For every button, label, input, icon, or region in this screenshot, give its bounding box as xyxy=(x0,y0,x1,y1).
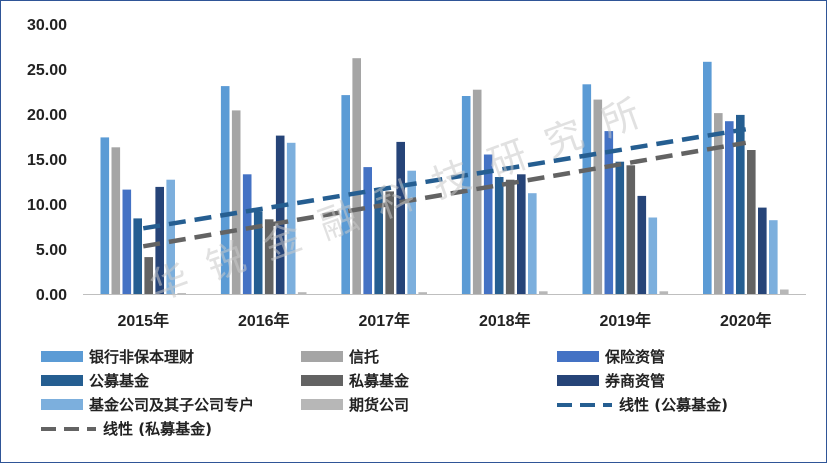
bar xyxy=(253,211,263,294)
bar xyxy=(407,170,416,294)
bar xyxy=(472,89,482,294)
legend-swatch xyxy=(301,399,343,410)
legend-label: 私募基金 xyxy=(348,372,410,390)
bar xyxy=(341,95,350,294)
x-tick-label: 2015年 xyxy=(117,311,169,330)
bar xyxy=(494,177,504,294)
y-tick-label: 20.00 xyxy=(27,107,67,124)
bar xyxy=(517,174,526,294)
bar xyxy=(736,114,745,295)
bar xyxy=(780,289,789,294)
bar xyxy=(297,292,307,294)
legend-label: 公募基金 xyxy=(89,372,150,390)
bar xyxy=(220,86,230,294)
legend-label: 信托 xyxy=(349,348,379,366)
legend-label: 基金公司及其子公司专户 xyxy=(88,396,254,414)
legend-label: 线性 (公募基金) xyxy=(619,396,728,414)
bar xyxy=(593,99,603,294)
bar xyxy=(385,191,394,294)
bar xyxy=(747,150,756,294)
x-tick-label: 2019年 xyxy=(599,311,651,330)
bar xyxy=(111,147,121,294)
bar xyxy=(648,217,658,294)
legend-label: 银行非保本理财 xyxy=(89,348,194,366)
bar xyxy=(363,167,372,294)
bar xyxy=(231,110,241,295)
legend-swatch xyxy=(557,351,599,362)
bar xyxy=(725,121,734,294)
bar xyxy=(505,179,515,294)
y-tick-label: 10.00 xyxy=(27,197,67,214)
bar xyxy=(615,161,625,294)
x-tick-label: 2020年 xyxy=(720,311,772,330)
y-tick-label: 15.00 xyxy=(27,152,67,169)
legend-swatch xyxy=(301,351,343,362)
bar xyxy=(461,96,471,294)
bar xyxy=(264,219,274,294)
legend-swatch xyxy=(41,375,83,386)
x-tick-label: 2016年 xyxy=(238,311,290,330)
bar xyxy=(714,113,723,294)
trendline xyxy=(142,127,747,231)
bar xyxy=(539,291,548,294)
legend-label: 保险资管 xyxy=(604,348,665,366)
bar xyxy=(155,186,164,294)
y-tick-label: 25.00 xyxy=(27,62,67,79)
bar xyxy=(659,291,669,294)
trendline xyxy=(142,140,747,249)
bar xyxy=(177,293,186,294)
bar xyxy=(275,135,285,294)
bar xyxy=(528,193,537,294)
bar xyxy=(604,131,614,294)
bar xyxy=(582,84,592,294)
legend-swatch xyxy=(41,351,83,362)
bar xyxy=(703,61,712,294)
y-tick-label: 0.00 xyxy=(36,287,67,304)
bar xyxy=(637,195,647,294)
bar xyxy=(133,218,142,294)
bar xyxy=(769,220,778,294)
bar xyxy=(396,141,405,294)
bar xyxy=(374,189,383,294)
y-tick-label: 30.00 xyxy=(27,17,67,34)
legend-label: 期货公司 xyxy=(349,396,409,414)
x-tick-label: 2017年 xyxy=(358,311,410,330)
bar xyxy=(242,174,252,294)
legend-label: 线性 (私募基金) xyxy=(103,420,212,438)
bar xyxy=(418,292,427,294)
legend-label: 券商资管 xyxy=(605,372,665,390)
bar xyxy=(758,207,767,294)
bar xyxy=(626,165,636,294)
bar xyxy=(144,257,153,294)
bar xyxy=(166,179,175,294)
bar xyxy=(100,137,110,294)
x-tick-label: 2018年 xyxy=(479,311,531,330)
legend-swatch xyxy=(557,375,599,386)
legend-swatch xyxy=(41,399,83,410)
y-tick-label: 5.00 xyxy=(36,242,67,259)
bar xyxy=(352,58,361,295)
bar xyxy=(286,142,296,294)
bar xyxy=(483,154,493,294)
legend-swatch xyxy=(301,375,343,386)
bar xyxy=(122,189,132,294)
